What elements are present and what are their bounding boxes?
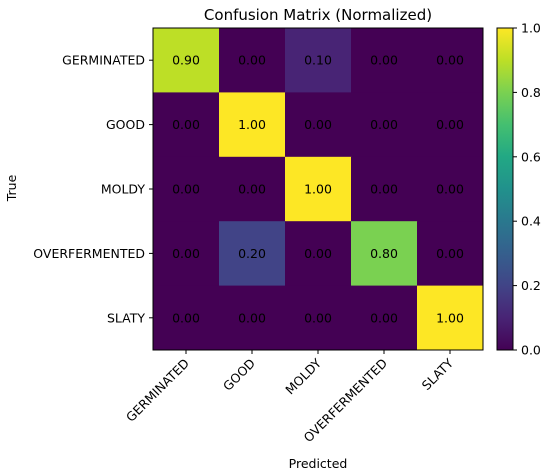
heatmap-cell [153, 28, 220, 93]
cell-value-label: 0.00 [172, 246, 200, 261]
y-tick-label: MOLDY [101, 182, 146, 197]
y-tick-label: OVERFERMENTED [33, 246, 145, 261]
heatmap-cell [153, 285, 220, 351]
cell-value-label: 0.00 [436, 246, 464, 261]
cell-value-label: 0.80 [370, 246, 398, 261]
cell-value-label: 1.00 [436, 310, 464, 325]
heatmap-cells [153, 28, 484, 351]
cell-value-labels: 0.90 0.00 0.10 0.00 0.00 0.00 1.00 0.00 0.00 0.00… [172, 53, 464, 326]
colorbar-tick-label: 0.6 [521, 149, 541, 164]
heatmap-cell [285, 221, 352, 287]
heatmap-cell [153, 221, 220, 287]
cell-value-label: 0.00 [304, 310, 332, 325]
heatmap-cell [351, 221, 418, 287]
heatmap-cell [219, 156, 286, 222]
y-tick-label: SLATY [107, 310, 145, 325]
heatmap-cell [351, 28, 418, 93]
heatmap-cell [351, 285, 418, 351]
cell-value-label: 0.00 [238, 310, 266, 325]
heatmap-cell [351, 92, 418, 158]
cell-value-label: 0.00 [304, 117, 332, 132]
heatmap-cell [219, 28, 286, 93]
colorbar-tick-label: 0.0 [521, 343, 541, 358]
cell-value-label: 0.00 [238, 182, 266, 197]
colorbar-tick-label: 0.8 [521, 85, 541, 100]
colorbar-gradient [496, 27, 514, 351]
cell-value-label: 0.00 [370, 117, 398, 132]
x-tick-label: SLATY [419, 355, 457, 393]
cell-value-label: 0.00 [436, 53, 464, 68]
cell-value-label: 0.00 [238, 53, 266, 68]
heatmap-cell [153, 92, 220, 158]
colorbar: 0.0 0.2 0.4 0.6 0.8 1.0 [496, 21, 541, 358]
cell-value-label: 0.10 [304, 53, 332, 68]
cell-value-label: 0.00 [370, 182, 398, 197]
cell-value-label: 0.90 [172, 53, 200, 68]
heatmap-cell [285, 92, 352, 158]
heatmap-cell [417, 28, 484, 93]
cell-value-label: 0.00 [436, 117, 464, 132]
heatmap-cell [417, 285, 484, 351]
x-tick-label: GOOD [220, 356, 258, 394]
cell-value-label: 0.00 [172, 182, 200, 197]
cell-value-label: 0.00 [172, 310, 200, 325]
heatmap-cell [219, 92, 286, 158]
cell-value-label: 0.00 [370, 53, 398, 68]
heatmap-cell [285, 156, 352, 222]
heatmap-cell [417, 156, 484, 222]
y-tick-labels: GERMINATED GOOD MOLDY OVERFERMENTED SLATY [33, 53, 153, 325]
heatmap-cell [351, 156, 418, 222]
heatmap-cell [219, 221, 286, 287]
colorbar-tick-label: 1.0 [521, 21, 541, 36]
heatmap-cell [285, 285, 352, 351]
x-tick-label: GERMINATED [123, 356, 192, 425]
chart-title: Confusion Matrix (Normalized) [204, 6, 432, 24]
heatmap-cell [219, 285, 286, 351]
cell-value-label: 1.00 [304, 182, 332, 197]
cell-value-label: 0.00 [436, 182, 464, 197]
heatmap-cell [153, 156, 220, 222]
heatmap-cell [417, 221, 484, 287]
heatmap-cell [285, 28, 352, 93]
cell-value-label: 1.00 [238, 117, 266, 132]
cell-value-label: 0.00 [370, 310, 398, 325]
x-axis-label: Predicted [289, 456, 348, 471]
y-axis-label: True [4, 174, 19, 202]
cell-value-label: 0.20 [238, 246, 266, 261]
cell-value-label: 0.00 [304, 246, 332, 261]
colorbar-tick-label: 0.4 [521, 214, 541, 229]
heatmap-cell [417, 92, 484, 158]
x-tick-label: MOLDY [282, 355, 324, 397]
colorbar-tick-label: 0.2 [521, 278, 541, 293]
y-tick-label: GERMINATED [62, 53, 145, 68]
cell-value-label: 0.00 [172, 117, 200, 132]
y-tick-label: GOOD [106, 117, 145, 132]
